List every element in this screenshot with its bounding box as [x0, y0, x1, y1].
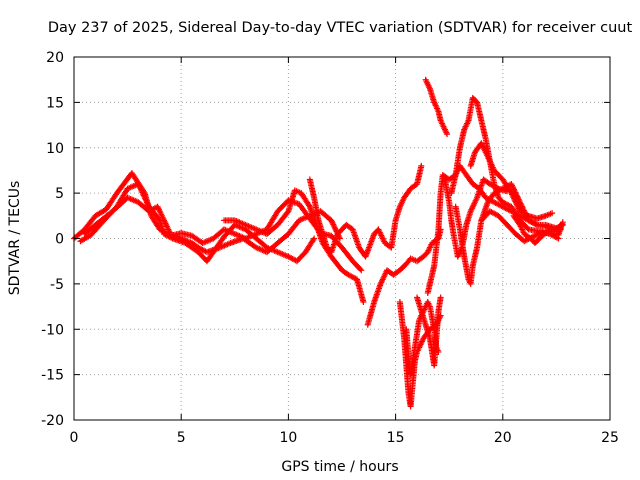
- data-point: [511, 188, 518, 195]
- x-axis-label: GPS time / hours: [281, 459, 398, 475]
- data-point: [511, 186, 518, 193]
- data-point: [330, 221, 337, 228]
- data-point: [557, 221, 564, 228]
- data-point: [331, 224, 338, 231]
- data-point: [514, 204, 521, 211]
- data-point: [328, 217, 335, 224]
- data-point: [518, 203, 525, 210]
- data-point: [509, 191, 516, 198]
- y-tick-label: -10: [41, 322, 64, 338]
- data-point: [510, 194, 517, 201]
- chart-title: Day 237 of 2025, Sidereal Day-to-day VTE…: [48, 20, 633, 36]
- data-point: [329, 220, 336, 227]
- data-point: [516, 199, 523, 206]
- x-tick-label: 25: [601, 430, 619, 446]
- data-point: [332, 225, 339, 232]
- y-tick-label: -15: [41, 368, 64, 384]
- data-point: [509, 192, 516, 199]
- data-point: [332, 227, 339, 234]
- y-tick-label: -20: [41, 413, 64, 429]
- data-point: [556, 223, 563, 230]
- y-axis-label: SDTVAR / TECUs: [7, 181, 23, 296]
- data-point: [444, 131, 451, 138]
- data-point: [357, 266, 364, 273]
- data-point: [508, 190, 515, 197]
- data-point: [328, 218, 335, 225]
- data-point: [512, 189, 519, 196]
- data-point: [515, 205, 522, 212]
- data-point: [311, 235, 318, 242]
- y-tick-label: 5: [55, 186, 64, 202]
- data-point: [305, 202, 312, 209]
- y-tick-label: -5: [50, 277, 64, 293]
- data-point: [517, 200, 524, 207]
- y-tick-label: 0: [55, 232, 64, 248]
- data-point: [418, 162, 425, 169]
- data-point: [518, 201, 525, 208]
- data-point: [512, 199, 519, 206]
- x-tick-label: 20: [494, 430, 512, 446]
- y-tick-label: 15: [46, 95, 64, 111]
- data-points: [71, 76, 566, 410]
- data-point: [358, 267, 365, 274]
- y-tick-label: 20: [46, 50, 64, 66]
- x-tick-label: 5: [177, 430, 186, 446]
- data-point: [511, 195, 518, 202]
- data-point: [524, 225, 531, 232]
- y-tick-label: 10: [46, 141, 64, 157]
- data-point: [512, 198, 519, 205]
- data-point: [516, 197, 523, 204]
- data-point: [510, 185, 517, 192]
- data-point: [310, 236, 317, 243]
- data-point: [509, 182, 516, 189]
- axis-ticks: 0 5 10 15 20 25 -20 -15 -10 -5 0 5 10 15 20: [41, 50, 619, 446]
- data-point: [519, 204, 526, 211]
- data-point: [360, 299, 367, 306]
- data-point: [549, 210, 556, 217]
- data-point: [513, 192, 520, 199]
- data-point: [435, 348, 442, 355]
- data-point: [330, 222, 337, 229]
- data-point: [509, 183, 516, 190]
- data-point: [514, 202, 521, 209]
- data-point: [515, 196, 522, 203]
- x-tick-label: 0: [70, 430, 79, 446]
- data-point: [508, 181, 515, 188]
- data-point: [514, 193, 521, 200]
- data-point: [511, 197, 518, 204]
- x-tick-label: 15: [387, 430, 405, 446]
- x-tick-label: 10: [279, 430, 297, 446]
- data-point: [504, 188, 511, 195]
- data-point: [437, 294, 444, 301]
- data-point: [543, 229, 550, 236]
- data-point: [513, 201, 520, 208]
- data-point: [514, 195, 521, 202]
- data-point: [512, 190, 519, 197]
